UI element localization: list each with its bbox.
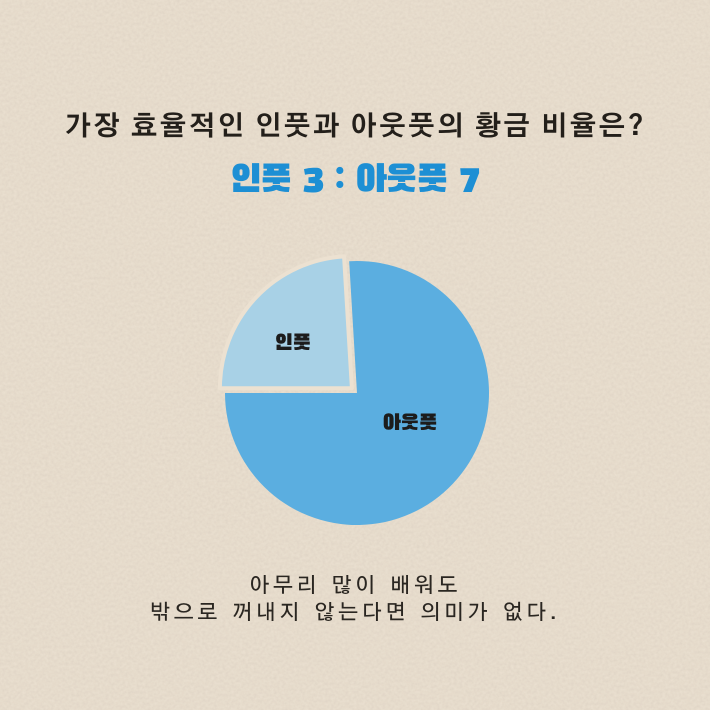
svg-text:인풋: 인풋 — [275, 333, 312, 355]
svg-text:아웃풋: 아웃풋 — [382, 413, 437, 435]
